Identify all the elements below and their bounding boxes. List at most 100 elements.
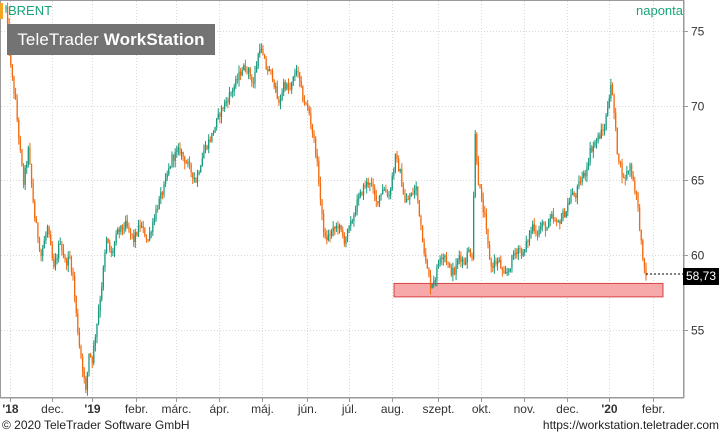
- candle-body: [99, 299, 101, 312]
- candle-body: [238, 71, 240, 81]
- candle-body: [192, 172, 194, 179]
- candle-body: [128, 226, 130, 229]
- candle-body: [51, 245, 53, 259]
- candle-body: [623, 177, 625, 179]
- candle-body: [5, 7, 7, 9]
- candle-body: [570, 194, 572, 203]
- candle-body: [257, 54, 259, 67]
- candle-body: [270, 69, 272, 71]
- candle-body: [350, 221, 352, 226]
- candle-body: [627, 170, 630, 172]
- candle-body: [608, 98, 610, 108]
- candle-body: [247, 68, 250, 73]
- candle-body: [203, 150, 205, 159]
- candle-body: [94, 337, 97, 346]
- candle-body: [286, 83, 288, 90]
- candle-body: [401, 169, 403, 187]
- x-tick-label: okt.: [472, 402, 491, 416]
- candle-body: [10, 51, 12, 66]
- candle-body: [193, 178, 195, 180]
- candle-body: [415, 186, 417, 190]
- candle-body: [410, 193, 413, 197]
- candle-body: [208, 139, 210, 149]
- candle-body: [493, 260, 496, 268]
- candle-body: [488, 244, 491, 260]
- candle-body: [573, 192, 575, 196]
- candle-body: [385, 189, 387, 193]
- candle-body: [46, 226, 49, 235]
- candle-body: [399, 169, 401, 172]
- candle-body: [394, 154, 397, 170]
- candle-body: [188, 161, 191, 165]
- candle-body: [255, 66, 258, 73]
- candle-body: [354, 211, 357, 216]
- symbol-label[interactable]: BRENT: [8, 3, 53, 18]
- candle-body: [476, 134, 478, 162]
- candle-body: [544, 223, 547, 231]
- candle-body: [204, 145, 207, 151]
- candle-body: [337, 225, 339, 229]
- candle-body: [504, 272, 507, 274]
- candle-body: [610, 84, 612, 99]
- candle-body: [303, 101, 306, 104]
- candle-body: [319, 183, 322, 200]
- candle-body: [284, 82, 286, 90]
- candle-body: [388, 195, 390, 197]
- candle-body: [177, 147, 180, 151]
- candle-body: [243, 65, 245, 71]
- x-tick-label: máj.: [251, 402, 274, 416]
- x-tick-label: nov.: [514, 402, 536, 416]
- candle-body: [575, 195, 577, 198]
- candle-body: [61, 243, 63, 250]
- candle-body: [496, 261, 499, 265]
- watermark-light-text: TeleTrader: [17, 30, 104, 49]
- candle-body: [260, 48, 263, 51]
- candle-body: [262, 48, 264, 55]
- candle-body: [378, 195, 381, 204]
- candle-body: [552, 213, 555, 220]
- candle-body: [346, 228, 349, 238]
- candle-body: [126, 220, 128, 227]
- candle-body: [619, 161, 622, 163]
- candle-body: [615, 112, 617, 128]
- candle-body: [45, 234, 47, 241]
- candle-body: [386, 192, 389, 196]
- candle-body: [67, 256, 69, 266]
- candle-body: [530, 230, 532, 234]
- candle-body: [508, 271, 510, 273]
- x-tick-label: ápr.: [209, 402, 229, 416]
- symbol-marker: [0, 3, 3, 19]
- footer-url[interactable]: https://workstation.teletrader.com: [542, 418, 719, 432]
- candle-body: [525, 241, 527, 250]
- period-label[interactable]: naponta: [636, 3, 683, 18]
- candle-body: [156, 208, 159, 210]
- candle-body: [367, 181, 369, 185]
- candle-body: [396, 154, 398, 159]
- candle-body: [314, 138, 317, 155]
- candle-body: [235, 79, 237, 87]
- candle-body: [91, 356, 93, 364]
- candle-body: [211, 133, 213, 142]
- candle-body: [613, 95, 615, 113]
- candle-body: [455, 264, 457, 275]
- candle-body: [417, 186, 419, 201]
- candle-body: [239, 71, 242, 76]
- candle-body: [442, 257, 444, 260]
- candle-body: [78, 332, 81, 347]
- candle-body: [605, 115, 607, 130]
- x-tick-label: '20: [601, 402, 618, 416]
- candle-body: [595, 140, 598, 143]
- candle-body: [278, 98, 280, 104]
- candle-body: [603, 129, 606, 131]
- candle-body: [541, 222, 543, 228]
- candle-body: [18, 119, 20, 139]
- candle-body: [471, 256, 473, 259]
- candle-body: [426, 260, 428, 269]
- candle-body: [511, 255, 513, 269]
- candle-body: [437, 263, 440, 267]
- candle-body: [26, 163, 28, 169]
- candle-body: [104, 252, 106, 268]
- candle-body: [366, 181, 368, 188]
- candle-body: [503, 270, 505, 274]
